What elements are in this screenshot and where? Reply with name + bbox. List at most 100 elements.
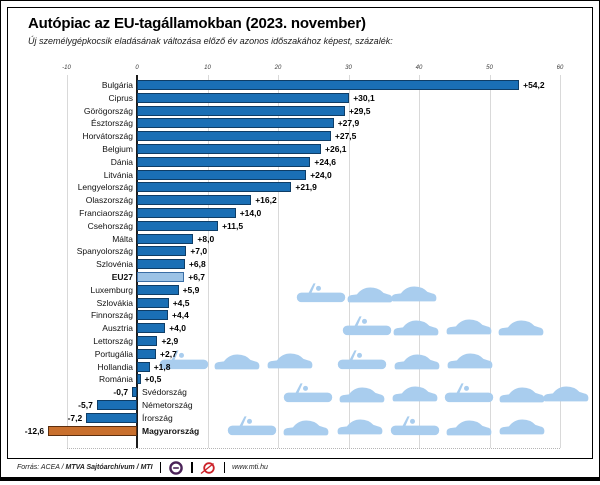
category-label: Szlovénia [96,259,133,270]
car-icon [394,348,440,379]
bar-EU27 [137,272,185,282]
convertible-car-icon [296,283,346,303]
footer-divider [159,462,162,473]
bar-Románia [137,374,141,385]
axis-tick-label: 40 [415,65,423,71]
website-url: www.mti.hu [232,464,268,471]
value-label: +27,9 [337,118,360,129]
page-title: Autópiac az EU-tagállamokban (2023. nove… [28,15,366,32]
mti-logo-icon [200,461,215,474]
car-icon [446,414,492,445]
car-icon [543,380,589,411]
car-icon [391,280,437,311]
convertible-car-icon [342,316,392,336]
category-label: Ciprus [108,92,133,103]
axis-tick-label: 50 [486,65,493,71]
category-label: Lengyelország [77,182,133,193]
value-label: -0,7 [113,387,129,398]
axis-tick-label: 60 [556,65,564,71]
bar-Finnország [137,310,169,321]
value-label: +2,9 [161,336,179,346]
hatchback-car-icon [543,386,589,402]
value-label: +1,8 [153,361,171,372]
car-icon [447,347,493,378]
bar-Csehország [137,220,219,231]
category-label: Franciaország [79,208,133,218]
car-icon [347,281,393,312]
footer: Forrás: ACEA / MTVA Sajtóarchívum / MTI … [17,459,268,476]
hatchback-car-icon [394,354,440,370]
hatchback-car-icon [498,320,544,336]
car-icon [499,413,545,444]
category-label: Litvánia [103,169,133,180]
hatchback-car-icon [391,286,437,302]
car-icon [446,313,492,344]
convertible-car-icon [337,350,387,370]
car-icon [390,413,440,444]
hatchback-car-icon [283,420,329,436]
axis-tick-label: 30 [345,65,352,71]
hatchback-car-icon [499,419,545,435]
hatchback-car-icon [446,319,492,335]
car-icon [267,347,313,378]
bar-Litvánia [137,169,307,180]
category-label: Hollandia [97,361,133,372]
hatchback-car-icon [339,387,385,403]
footer-divider [223,462,226,473]
category-label: Horvátország [82,131,133,142]
value-label: -5,7 [78,400,93,410]
value-label: +24,0 [310,169,332,180]
value-label: +2,7 [160,348,177,359]
bar-Szlovákia [137,297,169,308]
category-label: Finnország [90,310,133,321]
hatchback-car-icon [267,353,313,369]
car-icon [214,348,260,379]
bar-Németország [96,400,137,410]
hatchback-car-icon [214,354,260,370]
value-label: +7,0 [190,246,208,257]
value-label: +6,7 [188,272,206,282]
value-label: +30,1 [353,92,375,103]
bar-Belgium [137,144,321,154]
bar-Luxemburg [137,284,179,295]
value-label: +24,6 [314,156,336,167]
bar-Görögország [137,105,345,116]
bar-Spanyolország [137,246,187,257]
category-label: Németország [142,400,193,410]
bar-Lengyelország [137,182,292,193]
convertible-car-icon [159,350,209,370]
category-label: Észtország [90,118,133,129]
bar-Portugália [137,348,157,359]
hatchback-car-icon [392,386,438,402]
bar-Írország [86,412,137,423]
car-icon [342,313,392,344]
car-icon [296,280,346,311]
gridline [278,75,279,448]
value-label: +54,2 [523,80,545,90]
bar-Olaszország [137,195,252,206]
value-label: +5,9 [182,284,200,295]
category-label: Portugália [94,348,133,359]
value-label: +4,5 [172,297,190,308]
bar-Bulgária [137,80,520,90]
convertible-car-icon [444,383,494,403]
bottom-border-bar [0,477,600,481]
category-label: Spanyolország [76,246,133,257]
category-label: Dánia [110,156,133,167]
value-label: +4,4 [172,310,189,321]
value-label: -7,2 [67,412,83,423]
hatchback-car-icon [499,387,545,403]
category-label: Olaszország [85,195,133,206]
bar-Svédország [132,387,137,398]
value-label: +21,9 [295,182,317,193]
value-label: +11,5 [222,220,244,231]
source-bold: MTVA Sajtóarchívum / MTI [65,464,153,471]
bar-Ausztria [137,323,166,334]
value-label: -12,6 [24,425,45,436]
category-label: Magyarország [142,425,200,436]
bar-Lettország [137,336,158,346]
car-icon [283,380,333,411]
bar-Franciaország [137,208,236,218]
bar-Málta [137,233,194,244]
